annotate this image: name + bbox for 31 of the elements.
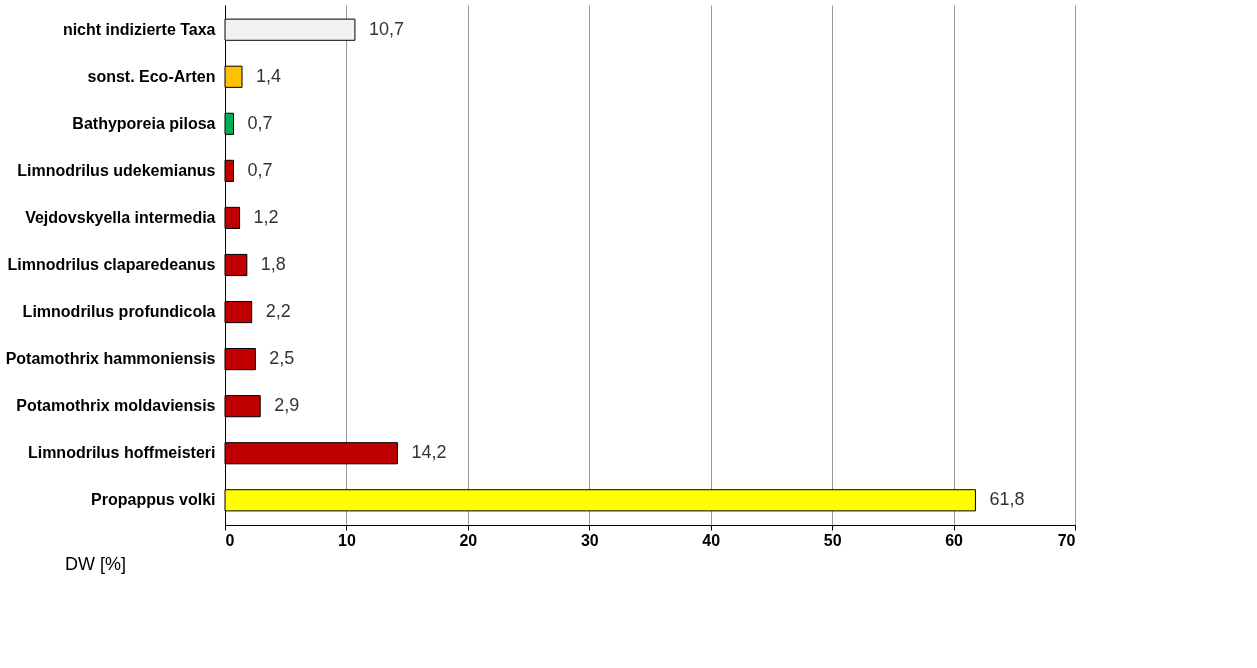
y-tick-label: Vejdovskyella intermedia bbox=[25, 208, 216, 226]
x-axis-title: DW [%] bbox=[65, 553, 126, 574]
y-tick-label: Propappus volki bbox=[91, 491, 216, 509]
y-tick-label: Limnodrilus claparedeanus bbox=[7, 256, 216, 273]
y-tick-label: Limnodrilus udekemianus bbox=[17, 161, 216, 179]
y-tick-label: Potamothrix moldaviensis bbox=[16, 397, 216, 415]
data-label: 0,7 bbox=[247, 112, 273, 133]
data-label: 14,2 bbox=[411, 442, 447, 463]
x-tick-label: 20 bbox=[459, 531, 478, 549]
x-tick-label: 30 bbox=[580, 531, 599, 549]
x-tick-label: 10 bbox=[338, 531, 356, 549]
x-tick-label: 40 bbox=[702, 531, 721, 549]
data-label: 2,9 bbox=[274, 395, 300, 416]
x-tick-label: 50 bbox=[823, 531, 842, 549]
data-label: 0,7 bbox=[247, 159, 273, 180]
data-label: 2,2 bbox=[265, 301, 291, 322]
y-tick-label: Potamothrix hammoniensis bbox=[5, 350, 216, 368]
y-tick-label: sonst. Eco-Arten bbox=[87, 67, 216, 85]
data-label: 1,2 bbox=[253, 206, 279, 227]
x-tick-label: 0 bbox=[225, 531, 235, 549]
data-label: 1,4 bbox=[256, 65, 282, 86]
y-tick-label: Limnodrilus hoffmeisteri bbox=[27, 444, 216, 462]
data-label: 2,5 bbox=[269, 348, 295, 369]
data-label: 1,8 bbox=[260, 254, 286, 274]
y-tick-label: Limnodrilus profundicola bbox=[22, 303, 216, 321]
y-tick-label: Bathyporeia pilosa bbox=[72, 114, 216, 132]
x-tick-label: 70 bbox=[1057, 531, 1076, 549]
data-label: 10,7 bbox=[368, 18, 404, 39]
y-tick-label: nicht indizierte Taxa bbox=[62, 20, 216, 38]
x-tick-label: 60 bbox=[945, 531, 964, 549]
data-label: 61,8 bbox=[989, 489, 1025, 510]
